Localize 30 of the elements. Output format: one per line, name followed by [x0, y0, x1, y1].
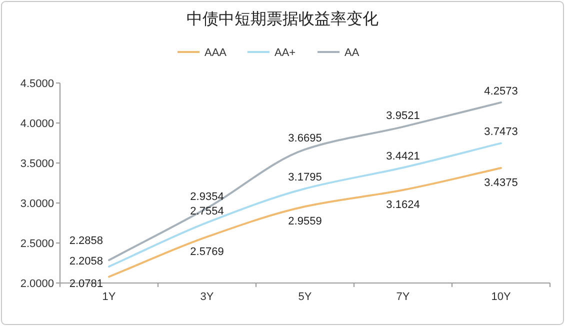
x-tick-label: 5Y — [298, 291, 312, 303]
x-tick-label: 3Y — [200, 291, 214, 303]
data-label: 3.6695 — [288, 132, 322, 144]
legend-label: AA — [344, 47, 360, 59]
data-label: 2.2858 — [69, 235, 103, 248]
data-label: 3.4375 — [484, 177, 518, 189]
data-label: 2.9354 — [190, 191, 224, 204]
legend-label: AA+ — [274, 47, 296, 59]
x-tick-label: 1Y — [102, 291, 116, 303]
y-tick-label: 4.0000 — [20, 118, 54, 130]
y-tick-label: 3.0000 — [20, 198, 54, 210]
y-tick-label: 2.5000 — [20, 238, 54, 250]
data-label: 3.7473 — [484, 126, 518, 138]
data-label: 4.2573 — [484, 85, 518, 98]
data-label: 2.0781 — [69, 278, 103, 290]
data-label: 2.7554 — [190, 206, 224, 218]
y-tick-label: 3.5000 — [20, 158, 54, 170]
data-label: 2.5769 — [190, 246, 224, 258]
data-label: 2.2058 — [69, 256, 103, 268]
y-tick-label: 4.5000 — [20, 78, 54, 90]
x-tick-label: 10Y — [491, 291, 512, 303]
y-tick-label: 2.0000 — [20, 278, 54, 290]
data-label: 3.1795 — [288, 172, 322, 184]
x-tick-label: 7Y — [396, 291, 410, 303]
legend-label: AAA — [204, 47, 228, 59]
data-label: 3.1624 — [386, 199, 420, 212]
chart-title: 中债中短期票据收益率变化 — [186, 10, 378, 28]
data-label: 3.9521 — [386, 110, 420, 122]
data-label: 2.9559 — [288, 216, 322, 228]
data-label: 3.4421 — [386, 150, 420, 163]
